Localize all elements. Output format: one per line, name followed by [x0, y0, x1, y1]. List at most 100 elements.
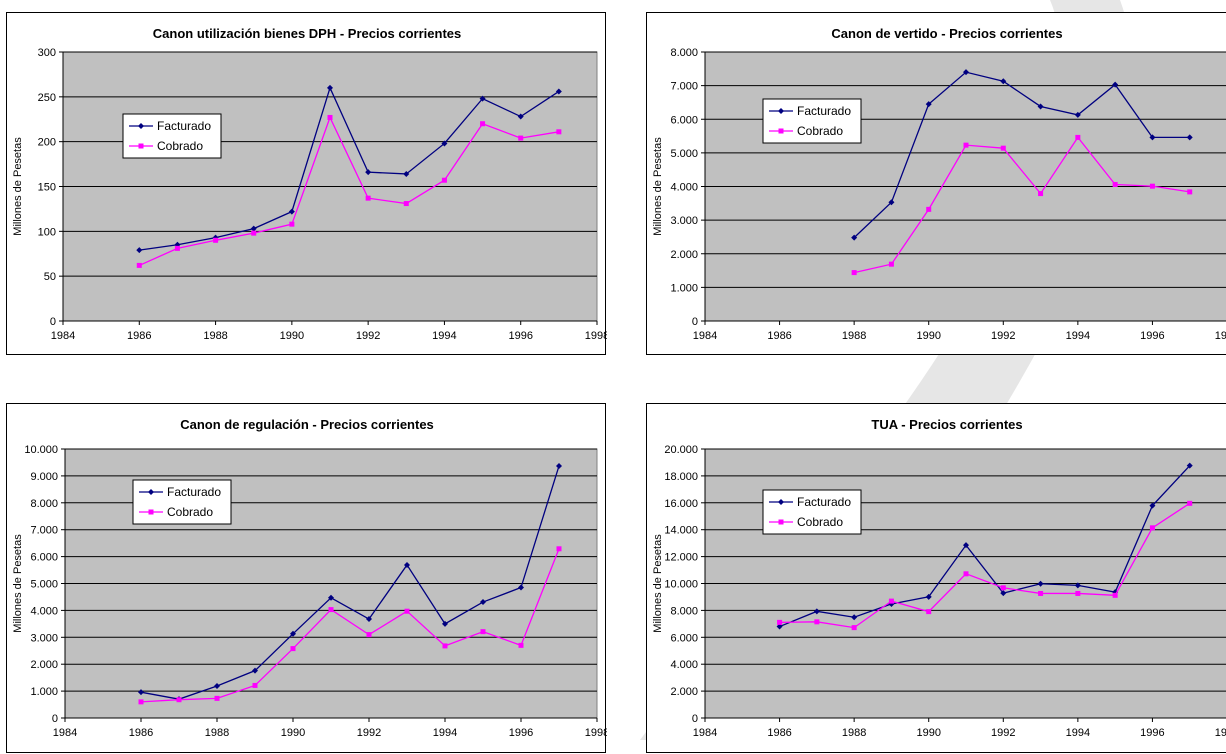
chart-canon-regulacion: Canon de regulación - Precios corrientes…: [6, 403, 607, 753]
x-tick-label: 1986: [767, 330, 791, 342]
data-point-cobrado: [1149, 183, 1155, 189]
data-point-cobrado: [888, 261, 894, 267]
legend-label: Cobrado: [157, 139, 203, 153]
x-tick-label: 1994: [1066, 727, 1090, 739]
chart-title: Canon utilización bienes DPH - Precios c…: [153, 26, 461, 41]
y-tick-label: 2.000: [30, 659, 58, 671]
x-tick-label: 1992: [991, 727, 1015, 739]
legend-marker-cobrado: [778, 128, 784, 134]
data-point-facturado: [776, 623, 783, 630]
data-point-facturado: [290, 630, 296, 637]
chart-svg-canon-utilizacion: Canon utilización bienes DPH - Precios c…: [12, 26, 607, 342]
x-tick-label: 1990: [281, 727, 305, 739]
x-tick-label: 1996: [1140, 330, 1164, 342]
chart-title: Canon de regulación - Precios corrientes: [180, 417, 434, 432]
legend-label: Facturado: [797, 495, 851, 509]
data-point-cobrado: [366, 632, 372, 638]
data-point-cobrado: [814, 619, 820, 625]
data-point-cobrado: [851, 625, 857, 631]
y-tick-label: 0: [692, 713, 698, 725]
data-point-cobrado: [136, 262, 142, 268]
x-tick-label: 1992: [356, 330, 380, 342]
legend-marker-facturado: [778, 108, 784, 114]
data-point-cobrado: [1038, 191, 1044, 197]
data-point-cobrado: [404, 608, 410, 614]
data-point-facturado: [556, 462, 562, 469]
y-tick-label: 7.000: [670, 81, 698, 93]
data-point-cobrado: [1075, 590, 1081, 596]
data-point-cobrado: [403, 201, 409, 207]
data-point-facturado: [441, 140, 448, 147]
y-tick-label: 16.000: [664, 498, 698, 510]
data-point-facturado: [365, 169, 372, 176]
legend-marker-facturado: [778, 499, 784, 505]
data-point-cobrado: [328, 607, 334, 613]
x-tick-label: 1994: [432, 330, 456, 342]
data-point-cobrado: [518, 135, 524, 141]
x-tick-label: 1990: [916, 330, 940, 342]
data-point-cobrado: [289, 221, 295, 227]
data-point-cobrado: [1149, 525, 1155, 531]
y-tick-label: 4.000: [670, 182, 698, 194]
x-tick-label: 1988: [203, 330, 227, 342]
x-tick-label: 1996: [1140, 727, 1164, 739]
data-point-facturado: [1149, 134, 1156, 141]
y-tick-label: 10.000: [24, 444, 58, 456]
y-tick-label: 6.000: [30, 552, 58, 564]
y-tick-label: 200: [38, 137, 56, 149]
chart-svg-canon-regulacion: Canon de regulación - Precios corrientes…: [12, 417, 607, 739]
y-tick-label: 1.000: [670, 282, 698, 294]
x-tick-label: 1986: [127, 330, 151, 342]
series-line-cobrado: [779, 502, 1191, 629]
data-point-facturado: [1074, 582, 1081, 589]
x-tick-label: 1996: [509, 727, 533, 739]
data-point-cobrado: [251, 230, 257, 236]
y-tick-label: 5.000: [670, 148, 698, 160]
data-point-facturado: [1000, 590, 1007, 597]
legend-box: [132, 479, 232, 525]
data-point-cobrado: [926, 206, 932, 212]
data-point-facturado: [1037, 580, 1044, 587]
legend-marker-cobrado: [138, 143, 144, 149]
y-tick-label: 50: [44, 271, 56, 283]
series-line-facturado: [139, 86, 560, 251]
legend-label: Facturado: [157, 119, 211, 133]
legend-marker-cobrado: [148, 509, 154, 515]
data-point-cobrado: [518, 642, 524, 648]
data-point-cobrado: [327, 114, 333, 120]
x-tick-label: 1988: [842, 330, 866, 342]
data-point-facturado: [1000, 78, 1007, 85]
data-point-facturado: [404, 561, 410, 568]
x-tick-label: 1998: [585, 330, 607, 342]
series-line-facturado: [779, 465, 1191, 628]
data-point-cobrado: [365, 195, 371, 201]
x-tick-label: 1984: [693, 727, 717, 739]
x-tick-label: 1988: [205, 727, 229, 739]
data-point-cobrado: [851, 270, 857, 276]
data-point-cobrado: [480, 629, 486, 635]
data-point-facturado: [1186, 134, 1193, 141]
chart-tua: TUA - Precios corrientes 0 2.000 4.000 6.000…: [646, 403, 1226, 753]
data-point-cobrado: [963, 571, 969, 577]
data-point-cobrado: [441, 177, 447, 183]
x-tick-label: 1988: [842, 727, 866, 739]
y-tick-label: 2.000: [670, 249, 698, 261]
data-point-cobrado: [1112, 592, 1118, 598]
y-tick-label: 4.000: [30, 605, 58, 617]
data-point-facturado: [136, 247, 143, 254]
x-tick-label: 1990: [916, 727, 940, 739]
y-tick-label: 4.000: [670, 659, 698, 671]
data-point-cobrado: [252, 682, 258, 688]
data-point-cobrado: [926, 609, 932, 615]
y-tick-label: 9.000: [30, 471, 58, 483]
series-line-facturado: [853, 71, 1190, 239]
data-point-facturado: [327, 84, 333, 91]
data-point-facturado: [288, 208, 295, 215]
data-point-facturado: [888, 600, 895, 607]
y-tick-label: 1.000: [30, 686, 58, 698]
legend-box: [762, 98, 862, 144]
x-tick-label: 1992: [357, 727, 381, 739]
data-point-cobrado: [1187, 500, 1193, 506]
x-tick-label: 1984: [51, 330, 75, 342]
y-tick-label: 18.000: [664, 471, 698, 483]
